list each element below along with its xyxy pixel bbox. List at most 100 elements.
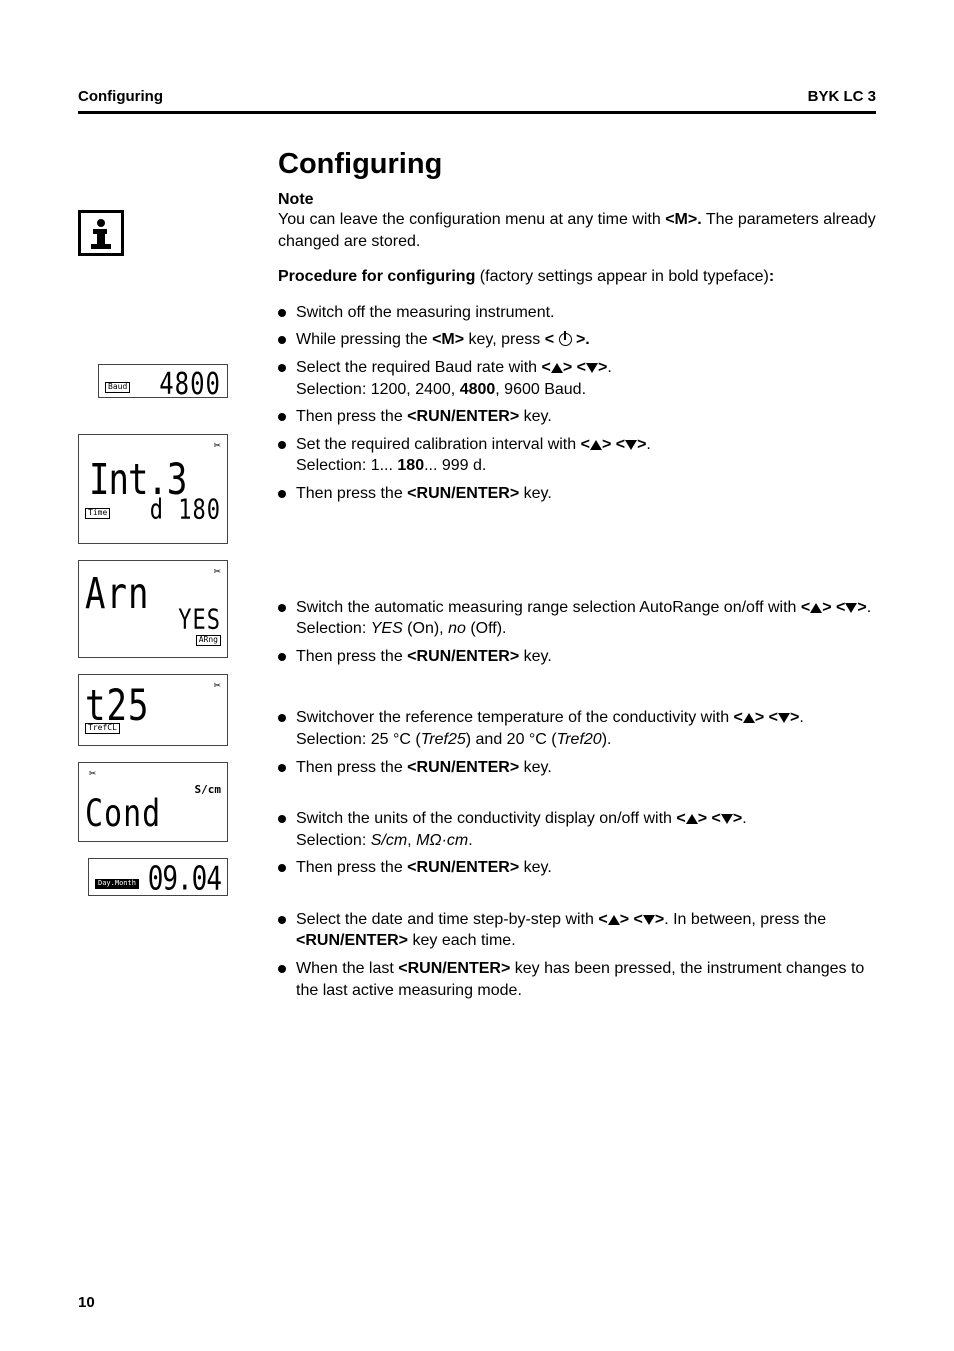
t: Then press the: [296, 485, 407, 502]
t: no: [448, 620, 466, 637]
lcd-date-tag: Day.Month: [95, 879, 139, 889]
up-arrow-icon: [743, 713, 755, 723]
note-text-a: You can leave the configuration menu at …: [278, 211, 665, 228]
header-right: BYK LC 3: [808, 88, 876, 105]
step-6: Then press the <RUN/ENTER> key.: [278, 483, 876, 505]
step-13: Select the date and time step-by-step wi…: [278, 909, 876, 952]
lcd-cond: ✂ S/cm Cond: [78, 762, 228, 842]
t: .: [867, 599, 871, 616]
page-title: Configuring: [278, 148, 876, 181]
t: <RUN/ENTER>: [407, 408, 519, 425]
lcd-arn-tag: ARng: [196, 635, 221, 646]
t: ).: [602, 731, 612, 748]
t: .: [799, 709, 803, 726]
up-arrow-icon: [686, 814, 698, 824]
t: <RUN/ENTER>: [407, 648, 519, 665]
t: key each time.: [408, 932, 516, 949]
step-5: Set the required calibration interval wi…: [278, 434, 876, 477]
lcd-baud: Baud 4800: [98, 364, 228, 398]
t: Switch the automatic measuring range sel…: [296, 599, 801, 616]
lcd-int-tag: Time: [85, 508, 110, 519]
t: <RUN/ENTER>: [407, 485, 519, 502]
down-arrow-icon: [721, 814, 733, 824]
step-2: While pressing the <M> key, press < >.: [278, 329, 876, 351]
procedure-label: Procedure for configuring: [278, 268, 475, 285]
step-7: Switch the automatic measuring range sel…: [278, 597, 876, 640]
t: Selection: 1...: [296, 457, 397, 474]
lcd-date: Day.Month 09.04: [88, 858, 228, 896]
t: Then press the: [296, 648, 407, 665]
t: ,: [407, 832, 416, 849]
step-11: Switch the units of the conductivity dis…: [278, 808, 876, 851]
t: Then press the: [296, 759, 407, 776]
steps-list: Switch off the measuring instrument. Whi…: [278, 302, 876, 1001]
step-12: Then press the <RUN/ENTER> key.: [278, 857, 876, 879]
t: , 9600 Baud.: [495, 381, 586, 398]
step-4: Then press the <RUN/ENTER> key.: [278, 406, 876, 428]
page-number: 10: [78, 1294, 95, 1311]
t: <: [545, 331, 559, 348]
t: .: [607, 359, 611, 376]
down-arrow-icon: [643, 915, 655, 925]
note-body: You can leave the configuration menu at …: [278, 209, 876, 252]
up-arrow-icon: [608, 915, 620, 925]
scissors-icon-4: ✂: [89, 766, 96, 780]
t: <RUN/ENTER>: [296, 932, 408, 949]
t: key.: [519, 859, 552, 876]
t: ... 999 d.: [424, 457, 486, 474]
t: While pressing the: [296, 331, 432, 348]
t: <RUN/ENTER>: [407, 759, 519, 776]
t: Selection:: [296, 832, 371, 849]
lcd-baud-tag: Baud: [105, 382, 130, 393]
t: >.: [572, 331, 590, 348]
t: <M>: [432, 331, 464, 348]
left-column: Baud 4800 ✂ Int.3 Time d 180 ✂ Arn YES A…: [78, 148, 278, 1007]
step-1: Switch off the measuring instrument.: [278, 302, 876, 324]
down-arrow-icon: [845, 603, 857, 613]
t: .: [646, 436, 650, 453]
t: Switchover the reference temperature of …: [296, 709, 734, 726]
procedure-heading: Procedure for configuring (factory setti…: [278, 266, 876, 288]
t: S/cm: [371, 832, 407, 849]
t: (Off).: [466, 620, 507, 637]
lcd-autorange: ✂ Arn YES ARng: [78, 560, 228, 658]
lcd-cond-val: Cond: [85, 796, 221, 834]
t: Selection:: [296, 620, 371, 637]
lcd-t25-val: t25: [85, 685, 221, 728]
lcd-int-bot: d 180: [150, 497, 221, 525]
step-10: Then press the <RUN/ENTER> key.: [278, 757, 876, 779]
t: Selection: 25 °C (: [296, 731, 421, 748]
right-column: Configuring Note You can leave the confi…: [278, 148, 876, 1007]
t: Select the date and time step-by-step wi…: [296, 911, 598, 928]
t: <RUN/ENTER>: [398, 960, 510, 977]
step-3: Select the required Baud rate with <> <>…: [278, 357, 876, 400]
t: MΩ·cm: [416, 832, 468, 849]
t: Tref20: [557, 731, 602, 748]
t: .: [742, 810, 746, 827]
step-14: When the last <RUN/ENTER> key has been p…: [278, 958, 876, 1001]
t: key.: [519, 485, 552, 502]
down-arrow-icon: [586, 363, 598, 373]
t: When the last: [296, 960, 398, 977]
t: Selection: 1200, 2400,: [296, 381, 460, 398]
down-arrow-icon: [625, 440, 637, 450]
step-9: Switchover the reference temperature of …: [278, 707, 876, 750]
procedure-colon: :: [769, 268, 774, 285]
down-arrow-icon: [778, 713, 790, 723]
scissors-icon: ✂: [214, 438, 221, 452]
t: ) and 20 °C (: [466, 731, 557, 748]
lcd-interval: ✂ Int.3 Time d 180: [78, 434, 228, 544]
power-icon: [559, 333, 572, 346]
note-key: <M>.: [665, 211, 701, 228]
t: YES: [371, 620, 403, 637]
t: Switch the units of the conductivity dis…: [296, 810, 676, 827]
note-label: Note: [278, 191, 876, 209]
t: . In between, press the: [664, 911, 826, 928]
info-icon: [78, 210, 124, 256]
up-arrow-icon: [590, 440, 602, 450]
t: Then press the: [296, 859, 407, 876]
t: 180: [397, 457, 424, 474]
t: key.: [519, 759, 552, 776]
step-8: Then press the <RUN/ENTER> key.: [278, 646, 876, 668]
t: (On),: [403, 620, 448, 637]
